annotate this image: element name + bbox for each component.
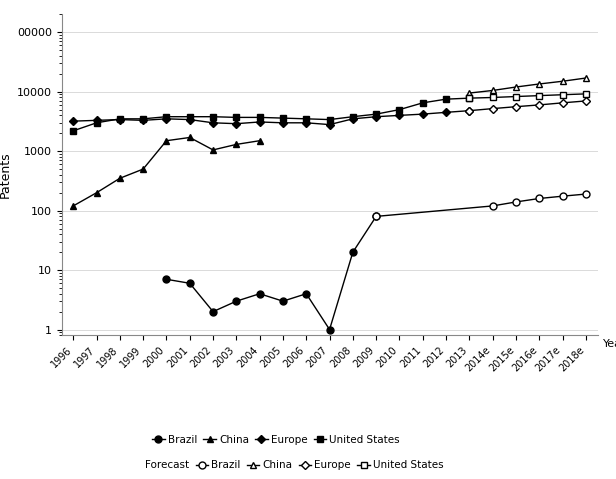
Europe <box>349 116 357 122</box>
Brazil <box>186 280 193 286</box>
Europe <box>326 122 333 127</box>
Europe <box>233 121 240 126</box>
Europe <box>395 113 403 118</box>
Line: United States: United States <box>70 95 473 134</box>
United States <box>93 120 100 125</box>
United States <box>349 114 357 120</box>
Europe <box>302 120 310 125</box>
China <box>116 175 124 181</box>
China <box>209 147 217 153</box>
Brazil <box>326 327 333 332</box>
Europe <box>209 120 217 125</box>
Brazil <box>279 298 286 304</box>
United States <box>70 128 77 134</box>
United States <box>163 114 170 120</box>
China <box>256 138 264 144</box>
Line: Europe: Europe <box>70 108 472 127</box>
Y-axis label: Patents: Patents <box>0 151 11 198</box>
United States <box>256 114 264 120</box>
China <box>186 135 193 140</box>
United States <box>419 100 426 106</box>
United States <box>139 116 147 122</box>
China <box>163 138 170 144</box>
Europe <box>116 117 124 123</box>
Text: Year: Year <box>603 339 616 349</box>
United States <box>279 115 286 121</box>
China <box>233 141 240 147</box>
Legend: Forecast, Brazil, China, Europe, United States: Forecast, Brazil, China, Europe, United … <box>126 456 448 474</box>
United States <box>186 114 193 120</box>
United States <box>466 95 473 101</box>
Europe <box>93 117 100 123</box>
Brazil <box>233 298 240 304</box>
Europe <box>163 116 170 122</box>
Brazil <box>209 309 217 315</box>
Europe <box>70 118 77 124</box>
Europe <box>373 114 380 120</box>
United States <box>116 116 124 122</box>
China <box>139 166 147 172</box>
United States <box>395 107 403 113</box>
United States <box>209 114 217 120</box>
China <box>70 203 77 209</box>
United States <box>326 117 333 123</box>
Brazil <box>373 214 380 219</box>
United States <box>373 111 380 117</box>
Europe <box>419 111 426 117</box>
Europe <box>466 108 473 114</box>
United States <box>442 96 450 102</box>
Brazil <box>163 276 170 282</box>
United States <box>302 116 310 122</box>
Brazil <box>302 291 310 297</box>
Europe <box>186 117 193 123</box>
Europe <box>256 119 264 125</box>
China <box>93 190 100 195</box>
Europe <box>279 120 286 125</box>
Europe <box>139 117 147 123</box>
Brazil <box>349 249 357 255</box>
Brazil <box>256 291 264 297</box>
Europe <box>442 110 450 115</box>
United States <box>233 114 240 120</box>
Line: China: China <box>70 134 263 209</box>
Line: Brazil: Brazil <box>163 213 379 333</box>
